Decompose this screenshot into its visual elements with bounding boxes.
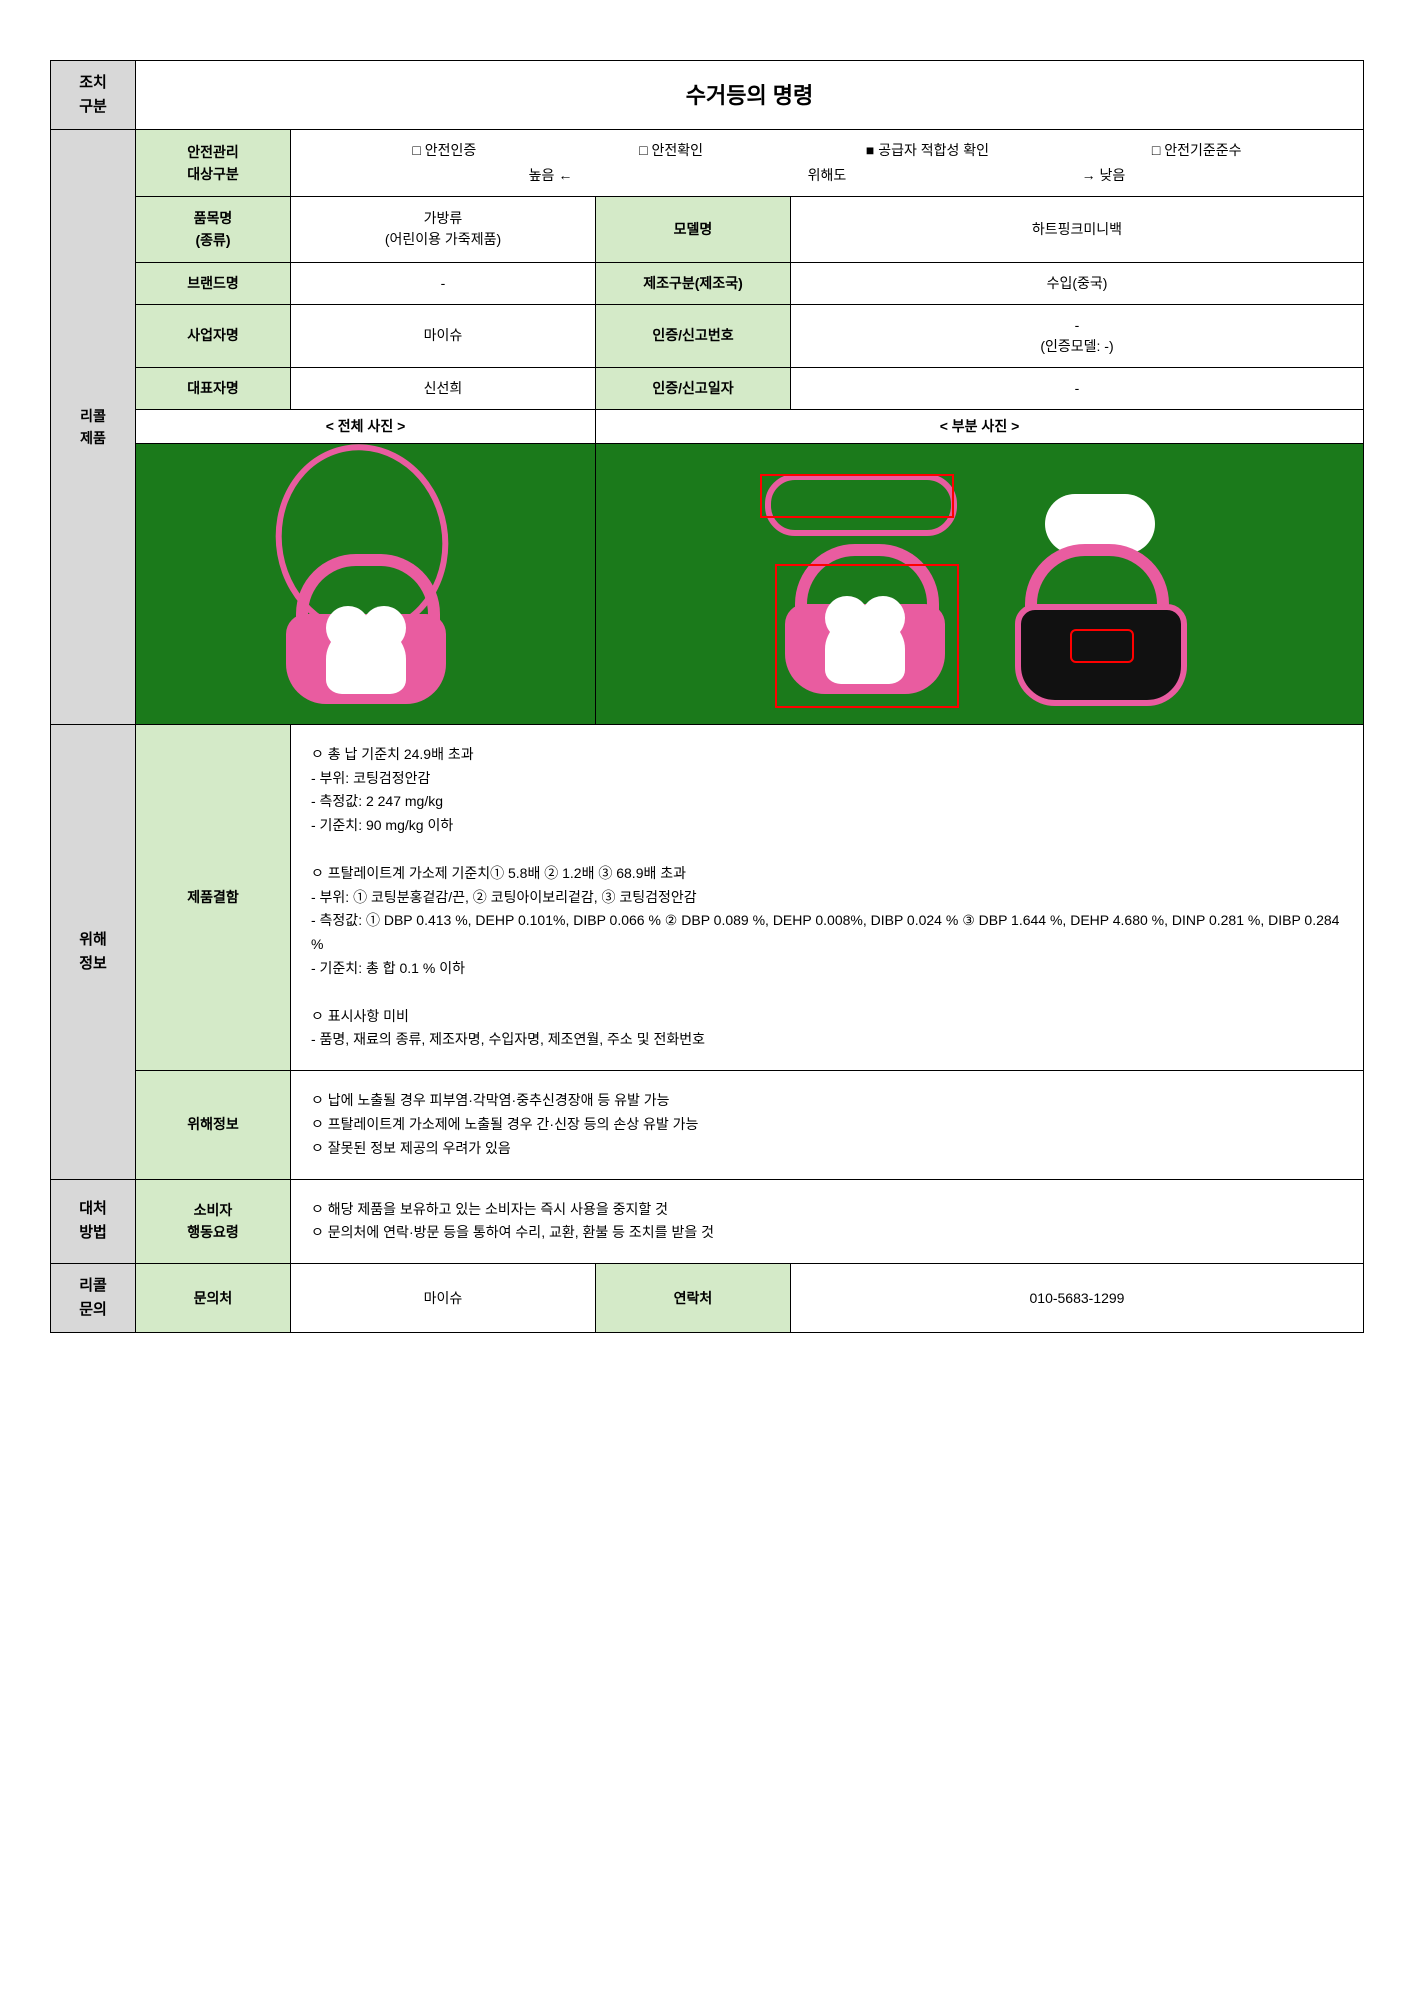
- item-name-value: 가방류 (어린이용 가죽제품): [291, 197, 596, 263]
- hazard-info-text: ㅇ 납에 노출될 경우 피부염·각막염·중추신경장애 등 유발 가능 ㅇ 프탈레…: [291, 1071, 1364, 1179]
- biz-value: 마이슈: [291, 304, 596, 367]
- model-value: 하트핑크미니백: [791, 197, 1364, 263]
- part-photo: [596, 443, 1364, 724]
- cert-no-label: 인증/신고번호: [596, 304, 791, 367]
- cert-date-label: 인증/신고일자: [596, 367, 791, 409]
- item-name-label: 품목명 (종류): [136, 197, 291, 263]
- full-photo: [136, 443, 596, 724]
- scale-high: 높음 ←: [529, 165, 573, 186]
- response-side: 대처 방법: [51, 1179, 136, 1264]
- photo-part-header: < 부분 사진 >: [596, 409, 1364, 443]
- photo-full-header: < 전체 사진 >: [136, 409, 596, 443]
- document-root: 조치 구분 수거등의 명령 리콜 제품 안전관리 대상구분 □ 안전인증 □ 안…: [50, 60, 1364, 1333]
- safety-opt-2: □ 안전확인: [639, 140, 703, 161]
- recall-product-side: 리콜 제품: [51, 130, 136, 725]
- defect-label: 제품결함: [136, 724, 291, 1070]
- brand-value: -: [291, 262, 596, 304]
- recall-table: 조치 구분 수거등의 명령 리콜 제품 안전관리 대상구분 □ 안전인증 □ 안…: [50, 60, 1364, 1333]
- action-type-label: 조치 구분: [51, 61, 136, 130]
- safety-opt-4: □ 안전기준준수: [1152, 140, 1242, 161]
- consumer-action-text: ㅇ 해당 제품을 보유하고 있는 소비자는 즉시 사용을 중지할 것 ㅇ 문의처…: [291, 1179, 1364, 1264]
- biz-label: 사업자명: [136, 304, 291, 367]
- ceo-label: 대표자명: [136, 367, 291, 409]
- inquiry-value: 마이슈: [291, 1264, 596, 1333]
- mfg-value: 수입(중국): [791, 262, 1364, 304]
- ceo-value: 신선희: [291, 367, 596, 409]
- defect-text: ㅇ 총 납 기준치 24.9배 초과 - 부위: 코팅검정안감 - 측정값: 2…: [291, 724, 1364, 1070]
- mfg-label: 제조구분(제조국): [596, 262, 791, 304]
- phone-label: 연락처: [596, 1264, 791, 1333]
- model-label: 모델명: [596, 197, 791, 263]
- cert-date-value: -: [791, 367, 1364, 409]
- hazard-info-label: 위해정보: [136, 1071, 291, 1179]
- cert-no-value: - (인증모델: -): [791, 304, 1364, 367]
- safety-mgmt-label: 안전관리 대상구분: [136, 130, 291, 197]
- contact-side: 리콜 문의: [51, 1264, 136, 1333]
- hazard-side: 위해 정보: [51, 724, 136, 1179]
- document-title: 수거등의 명령: [136, 61, 1364, 130]
- safety-options: □ 안전인증 □ 안전확인 ■ 공급자 적합성 확인 □ 안전기준준수 높음 ←…: [291, 130, 1364, 197]
- scale-low: → 낮음: [1082, 165, 1126, 186]
- safety-opt-3: ■ 공급자 적합성 확인: [866, 140, 989, 161]
- phone-value: 010-5683-1299: [791, 1264, 1364, 1333]
- inquiry-label: 문의처: [136, 1264, 291, 1333]
- scale-mid: 위해도: [808, 165, 847, 186]
- consumer-action-label: 소비자 행동요령: [136, 1179, 291, 1264]
- safety-opt-1: □ 안전인증: [412, 140, 476, 161]
- brand-label: 브랜드명: [136, 262, 291, 304]
